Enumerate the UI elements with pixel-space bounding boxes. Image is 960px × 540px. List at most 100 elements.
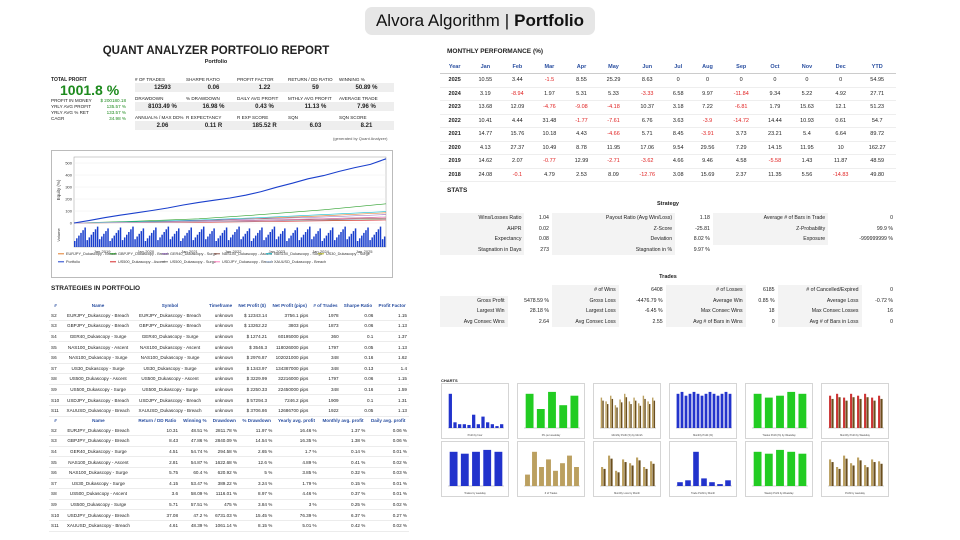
chart-thumbnail[interactable]: Weekly Profit by Weekday xyxy=(745,441,813,497)
table-cell: $ 1343.97 xyxy=(235,363,270,375)
table-cell: 1873 xyxy=(310,320,341,332)
table-cell: US500_Dukascopy - Surge xyxy=(134,384,207,396)
thumb-bar xyxy=(764,397,773,428)
kv-value: $ 200180.18 xyxy=(100,98,126,103)
table-cell: -3.33 xyxy=(629,87,665,101)
table-cell: 2020 xyxy=(440,141,470,155)
volume-bar xyxy=(230,237,232,247)
chart-thumbnail[interactable]: Trade Profit by Month xyxy=(669,441,737,497)
thumb-bar xyxy=(559,405,568,428)
column-header: Winning % xyxy=(183,418,207,424)
volume-bar xyxy=(367,227,369,247)
volume-bar xyxy=(90,234,93,247)
table-cell: -12.76 xyxy=(629,168,665,182)
table-cell: 4.89 % xyxy=(274,456,319,468)
table-cell: S5 xyxy=(49,341,63,353)
chart-thumbnail[interactable]: Monthly Loss by Month xyxy=(593,441,661,497)
table-cell: 134387000 pips xyxy=(269,363,311,375)
thumb-bar xyxy=(693,451,699,486)
thumb-bar xyxy=(831,398,834,428)
thumb-bar xyxy=(878,395,881,428)
volume-bar xyxy=(157,240,159,247)
column-header: Timeframe xyxy=(209,303,233,309)
stat-label: % DRAWDOWN xyxy=(186,96,220,101)
table-cell: $ 3706.86 xyxy=(235,405,270,417)
table-row: Stagnation in Days 273 Stagnation in % 9.97… xyxy=(440,244,896,256)
thumb-bar xyxy=(600,397,603,428)
table-cell: 11.95 xyxy=(597,141,630,155)
stat-label: AVERAGE TRADE xyxy=(339,96,378,101)
table-cell: EURJPY_Dukascopy - Breach xyxy=(62,310,135,322)
thumb-bar xyxy=(629,463,632,486)
table-cell: 6185 xyxy=(763,287,775,294)
table-cell: 0.25 % xyxy=(318,499,368,511)
table-cell: 1.62 xyxy=(375,352,409,364)
stat-box: WINNING % 50.89 % xyxy=(339,77,394,92)
table-cell: 3.6 xyxy=(134,488,181,500)
table-row: S9 US500_Dukascopy - Surge US500_Dukascopy… xyxy=(49,384,409,396)
table-cell: 10.31 xyxy=(134,425,181,437)
table-cell: 10 xyxy=(822,141,859,155)
volume-bar xyxy=(155,227,157,247)
table-cell: -4.18 xyxy=(597,100,630,115)
table-cell: 6.37 % xyxy=(318,509,368,521)
chart-thumbnail[interactable]: Monthly Profit (%) xyxy=(669,383,737,439)
table-cell: 0.06 % xyxy=(367,425,409,437)
thumb-bar xyxy=(776,449,784,486)
thumbnail-chart xyxy=(828,455,884,487)
table-cell: 2019 xyxy=(440,154,470,169)
thumb-bar xyxy=(616,407,618,428)
stat-value: 0.43 % xyxy=(237,102,292,111)
table-cell: Average # of Bars in Trade xyxy=(712,213,829,224)
chart-thumbnail[interactable]: Monthly Profit by Weekday xyxy=(821,383,889,439)
table-cell: 348 xyxy=(310,384,341,396)
chart-thumbnail[interactable]: Trades by weekday xyxy=(441,441,509,497)
legend-label: GER40_Dukascopy - Surge xyxy=(170,252,217,256)
table-cell: 54.95 xyxy=(858,73,896,88)
thumb-bar xyxy=(873,400,876,428)
table-cell: 2024 xyxy=(440,87,470,101)
volume-bar xyxy=(304,232,307,247)
table-cell: 5.56 xyxy=(790,168,823,182)
table-cell: -5.58 xyxy=(758,154,791,169)
thumb-bar xyxy=(692,391,696,428)
thumbnail-chart xyxy=(828,393,884,429)
table-cell: 16 xyxy=(887,308,893,315)
volume-bar xyxy=(336,237,338,247)
table-cell: 0.02 % xyxy=(367,456,409,468)
table-cell: 1922 xyxy=(310,405,341,417)
x-tick-label: Jan-2019 xyxy=(94,249,111,254)
volume-bar xyxy=(105,231,107,247)
thumbnail-caption: Profit by weekday xyxy=(845,492,865,495)
chart-thumbnail[interactable]: Monthly Profit (%) by Month xyxy=(593,383,661,439)
volume-bar xyxy=(92,232,95,247)
table-row: Gross Profit 5478.59 % Gross Loss -4476.79 … xyxy=(440,295,896,307)
chart-thumbnail[interactable]: Profit by hour xyxy=(441,383,509,439)
table-cell: 0.01 % xyxy=(367,478,409,490)
volume-bar xyxy=(238,226,240,247)
table-cell: -1.77 xyxy=(565,114,598,128)
volume-bar xyxy=(319,228,321,247)
chart-thumbnail[interactable]: # of Trades xyxy=(517,441,585,497)
chart-thumbnail[interactable]: Trades Profit (%) by Weekday xyxy=(745,383,813,439)
volume-bar xyxy=(369,240,371,247)
thumb-bar xyxy=(467,424,471,428)
table-cell: -4476.79 % xyxy=(636,297,663,304)
volume-bar xyxy=(171,236,174,247)
table-cell: Average Loss xyxy=(777,295,862,307)
volume-bar xyxy=(300,237,303,247)
stat-label: RETURN / DD RATIO xyxy=(288,77,333,82)
table-cell: 475 % xyxy=(209,499,240,511)
stat-box: DAILY AVG PROFIT 0.43 % xyxy=(237,96,292,111)
table-cell: GBPJPY_Dukascopy - Breach xyxy=(134,320,207,332)
table-row: S11 XAUUSD_Dukascopy - Breach XAUUSD_Dukas… xyxy=(49,405,409,417)
chart-thumbnail[interactable]: Profit by weekday xyxy=(821,441,889,497)
table-cell: 4.46 % xyxy=(274,488,319,500)
thumb-bar xyxy=(787,391,796,428)
monthly-title: MONTHLY PERFORMANCE (%) xyxy=(447,48,544,55)
table-cell: unknown xyxy=(206,384,236,396)
chart-thumbnail[interactable]: P/L per weekday xyxy=(517,383,585,439)
table-cell: -14.72 xyxy=(723,114,759,128)
thumb-bar xyxy=(829,459,832,486)
table-cell: 60.4 % xyxy=(180,467,210,479)
